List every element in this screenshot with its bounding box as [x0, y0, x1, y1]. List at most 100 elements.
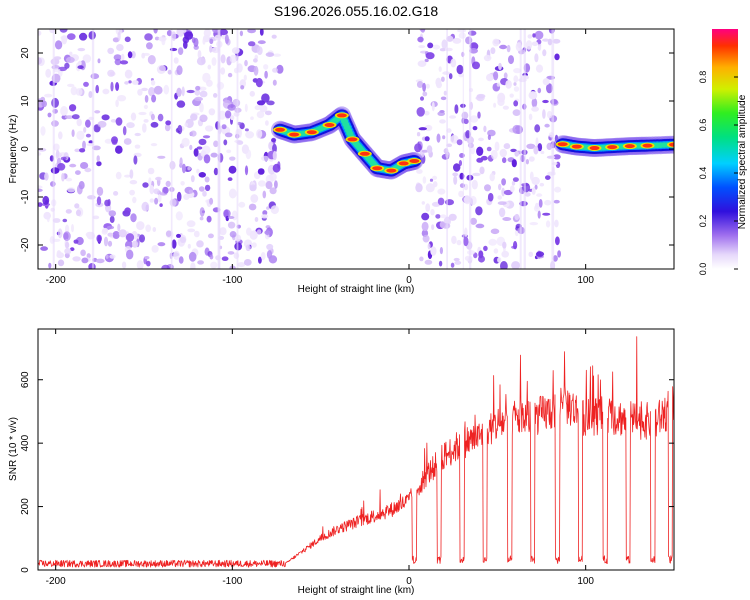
noise-speckle [65, 177, 73, 182]
noise-speckle [228, 188, 237, 199]
noise-speckle [475, 223, 485, 229]
noise-speckle [177, 124, 183, 135]
noise-speckle [76, 130, 85, 140]
noise-speckle [83, 81, 89, 87]
noise-speckle [269, 187, 277, 195]
noise-speckle [513, 100, 519, 107]
noise-speckle [439, 48, 446, 52]
colorbar-tick-label: 0.4 [698, 167, 708, 180]
noise-speckle [144, 95, 149, 103]
noise-speckle [420, 29, 425, 33]
noise-speckle [119, 60, 129, 65]
noise-speckle [125, 233, 135, 242]
colorbar-tick-label: 0.0 [698, 263, 708, 276]
noise-speckle [463, 236, 469, 247]
noise-speckle [528, 113, 533, 121]
noise-speckle [61, 35, 68, 45]
noise-speckle [198, 138, 207, 146]
noise-speckle [196, 146, 203, 150]
noise-speckle [124, 81, 129, 85]
noise-speckle [439, 221, 446, 229]
noise-speckle [224, 132, 233, 138]
snr-panel: -200 -100 0 100 0 200 400 600 Height of straig… [8, 328, 675, 596]
noise-speckle [109, 254, 116, 259]
noise-speckle [198, 186, 205, 192]
noise-speckle [456, 239, 462, 246]
noise-speckle [166, 29, 173, 37]
noise-speckle [58, 131, 63, 140]
noise-speckle [148, 177, 152, 187]
noise-speckle [176, 233, 181, 238]
noise-speckle [263, 64, 269, 70]
signal-hotspot-core [359, 151, 370, 156]
noise-speckle [231, 47, 240, 54]
noise-speckle [223, 139, 228, 146]
noise-speckle [176, 87, 182, 98]
noise-speckle [249, 184, 257, 192]
noise-speckle [195, 85, 201, 91]
noise-speckle [512, 124, 521, 134]
noise-speckle [259, 29, 264, 36]
noise-speckle [228, 165, 237, 174]
noise-speckle [74, 203, 80, 209]
noise-speckle [165, 230, 172, 237]
noise-streak [446, 29, 448, 269]
colorbar-label: Normalized spectral amplitude [737, 94, 748, 229]
noise-speckle [502, 241, 507, 249]
noise-speckle [38, 188, 43, 192]
noise-speckle [525, 159, 530, 165]
noise-speckle [537, 87, 542, 94]
noise-streak [523, 29, 526, 269]
noise-speckle [143, 104, 148, 110]
noise-speckle [115, 117, 123, 126]
noise-speckle [53, 56, 62, 60]
noise-speckle [448, 73, 453, 80]
noise-speckle [432, 175, 438, 180]
noise-speckle [469, 115, 479, 123]
y-tick-label: -10 [20, 189, 31, 204]
noise-speckle [535, 251, 545, 257]
noise-speckle [250, 194, 259, 203]
noise-speckle [203, 154, 211, 164]
noise-speckle [427, 243, 431, 250]
noise-speckle [503, 72, 508, 79]
noise-speckle [90, 73, 100, 80]
noise-speckle [153, 29, 158, 34]
noise-speckle [524, 192, 531, 197]
noise-speckle [202, 135, 211, 139]
noise-speckle [103, 236, 109, 247]
signal-hotspot-core [275, 127, 286, 132]
noise-speckle [206, 215, 212, 223]
noise-speckle [554, 53, 560, 61]
y-tick-label: 600 [20, 371, 31, 388]
noise-speckle [436, 133, 441, 143]
snr-y-label: SNR (10 * v/v) [8, 417, 19, 481]
noise-speckle [212, 29, 220, 33]
noise-speckle [110, 119, 117, 123]
noise-speckle [96, 234, 102, 243]
noise-speckle [525, 40, 533, 50]
noise-speckle [422, 234, 430, 243]
noise-speckle [80, 162, 89, 169]
noise-speckle [130, 112, 137, 121]
noise-speckle [430, 209, 435, 216]
noise-speckle [244, 128, 249, 132]
noise-speckle [432, 44, 441, 50]
signal-hotspot-core [607, 145, 618, 150]
noise-speckle [121, 261, 127, 269]
noise-speckle [120, 53, 125, 62]
noise-speckle [38, 152, 42, 156]
noise-speckle [443, 90, 447, 96]
noise-speckle [498, 183, 502, 191]
noise-speckle [437, 111, 446, 116]
noise-speckle [150, 121, 159, 128]
noise-speckle [456, 139, 463, 146]
noise-speckle [271, 137, 277, 143]
noise-speckle [534, 53, 539, 63]
noise-speckle [162, 186, 169, 194]
noise-speckle [502, 217, 512, 221]
noise-speckle [96, 196, 102, 206]
noise-speckle [190, 262, 196, 269]
noise-speckle [46, 214, 50, 223]
noise-speckle [238, 201, 246, 208]
